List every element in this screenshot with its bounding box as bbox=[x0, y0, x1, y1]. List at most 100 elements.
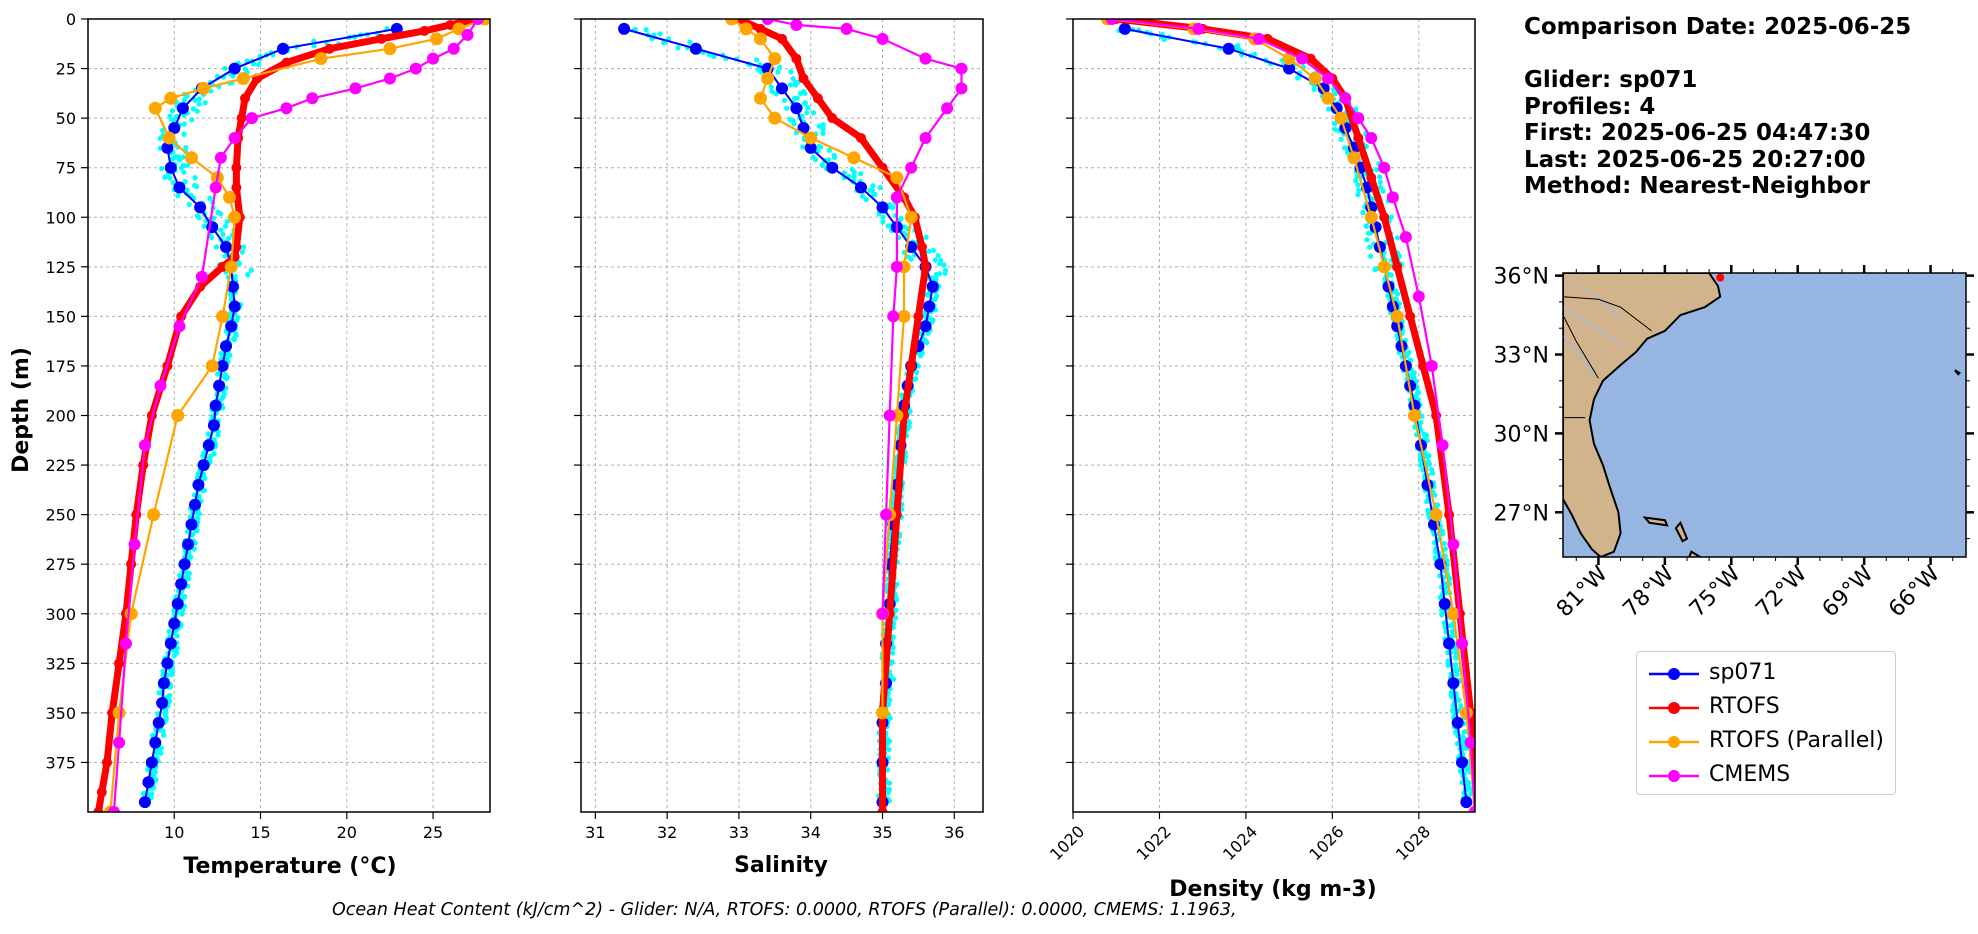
raw-glider-point bbox=[162, 710, 168, 716]
raw-glider-point bbox=[157, 750, 163, 756]
data-point bbox=[1364, 210, 1378, 224]
raw-glider-point bbox=[917, 353, 924, 359]
x-tick-label: 33 bbox=[729, 823, 749, 842]
data-point bbox=[1353, 132, 1364, 143]
island bbox=[1954, 369, 1961, 376]
lon-tick-label: 72°W bbox=[1751, 561, 1812, 622]
data-point bbox=[890, 191, 903, 204]
raw-glider-point bbox=[1311, 86, 1317, 92]
data-point bbox=[154, 379, 167, 392]
raw-glider-point bbox=[867, 187, 873, 193]
raw-glider-point bbox=[192, 97, 198, 103]
raw-glider-point bbox=[923, 339, 929, 345]
raw-glider-point bbox=[181, 97, 187, 103]
raw-glider-point bbox=[908, 256, 914, 262]
data-point bbox=[804, 131, 818, 145]
raw-glider-point bbox=[167, 175, 173, 181]
data-point bbox=[1464, 736, 1475, 749]
data-point bbox=[753, 32, 767, 46]
raw-glider-point bbox=[859, 193, 866, 199]
raw-glider-point bbox=[1235, 43, 1241, 49]
raw-glider-point bbox=[937, 261, 943, 267]
data-point bbox=[1446, 607, 1460, 621]
data-point bbox=[162, 131, 176, 145]
raw-glider-point bbox=[675, 45, 681, 51]
raw-glider-point bbox=[1418, 419, 1424, 426]
data-point bbox=[790, 19, 803, 31]
data-point bbox=[1451, 716, 1464, 729]
x-tick-label: 35 bbox=[872, 823, 892, 842]
series-line bbox=[1111, 19, 1475, 812]
raw-glider-point bbox=[901, 224, 907, 230]
data-point bbox=[919, 320, 932, 333]
river-line bbox=[1563, 306, 1626, 345]
y-tick-label: 0 bbox=[66, 10, 76, 29]
raw-glider-point bbox=[1380, 188, 1386, 194]
raw-glider-point bbox=[1458, 703, 1464, 709]
raw-glider-point bbox=[1454, 671, 1460, 678]
raw-glider-point bbox=[1426, 453, 1432, 459]
data-point bbox=[427, 52, 440, 65]
raw-glider-point bbox=[805, 105, 811, 111]
data-point bbox=[236, 71, 250, 85]
data-point bbox=[919, 52, 932, 65]
x-tick-label: 34 bbox=[801, 823, 821, 842]
raw-glider-point bbox=[1457, 768, 1463, 774]
data-point bbox=[197, 459, 210, 472]
data-point bbox=[1407, 409, 1421, 422]
density-axis-label: Density (kg m-3) bbox=[1169, 877, 1377, 902]
raw-glider-point bbox=[890, 676, 897, 682]
data-point bbox=[854, 181, 867, 194]
data-point bbox=[1469, 806, 1475, 812]
raw-glider-point bbox=[1377, 179, 1383, 185]
raw-glider-point bbox=[159, 165, 165, 172]
raw-glider-point bbox=[820, 130, 826, 137]
raw-glider-point bbox=[231, 336, 237, 342]
raw-glider-point bbox=[248, 267, 254, 273]
data-point bbox=[1365, 131, 1378, 144]
raw-glider-point bbox=[753, 57, 760, 63]
data-point bbox=[124, 607, 138, 621]
data-point bbox=[1390, 309, 1404, 323]
raw-glider-point bbox=[768, 84, 774, 90]
raw-glider-point bbox=[1360, 210, 1366, 216]
raw-glider-point bbox=[1332, 126, 1338, 133]
raw-glider-point bbox=[773, 91, 779, 97]
data-point bbox=[919, 131, 932, 144]
raw-glider-point bbox=[192, 175, 198, 181]
raw-glider-point bbox=[1450, 707, 1457, 714]
raw-glider-point bbox=[932, 257, 939, 263]
raw-glider-point bbox=[178, 165, 184, 171]
temperature-profile-chart: 10 15 20 2502550751001251501752002252502753… bbox=[45, 10, 491, 842]
y-tick-label: 250 bbox=[45, 506, 76, 525]
y-tick-label: 300 bbox=[45, 605, 76, 624]
raw-glider-point bbox=[176, 157, 182, 163]
data-point bbox=[804, 141, 817, 154]
data-point bbox=[855, 132, 866, 143]
raw-glider-point bbox=[179, 611, 185, 617]
raw-glider-point bbox=[788, 69, 794, 75]
raw-glider-point bbox=[1366, 244, 1373, 250]
raw-glider-point bbox=[1424, 498, 1430, 505]
data-point bbox=[1412, 290, 1425, 303]
y-tick-label: 275 bbox=[45, 555, 76, 574]
raw-glider-point bbox=[643, 27, 649, 33]
data-point bbox=[142, 776, 155, 789]
x-tick-label: 31 bbox=[585, 823, 605, 842]
data-point bbox=[1308, 71, 1322, 85]
x-tick-label: 15 bbox=[250, 823, 270, 842]
raw-glider-point bbox=[181, 169, 187, 175]
raw-glider-point bbox=[160, 728, 166, 734]
data-point bbox=[1105, 19, 1118, 25]
raw-glider-point bbox=[158, 745, 164, 751]
data-point bbox=[157, 677, 170, 690]
series-line bbox=[767, 19, 963, 614]
raw-glider-point bbox=[194, 183, 200, 190]
raw-glider-point bbox=[1355, 192, 1361, 198]
data-point bbox=[112, 706, 126, 720]
raw-glider-point bbox=[205, 431, 211, 437]
raw-glider-point bbox=[1432, 492, 1438, 498]
data-point bbox=[755, 23, 766, 34]
data-point bbox=[314, 52, 328, 66]
raw-glider-point bbox=[884, 736, 890, 743]
